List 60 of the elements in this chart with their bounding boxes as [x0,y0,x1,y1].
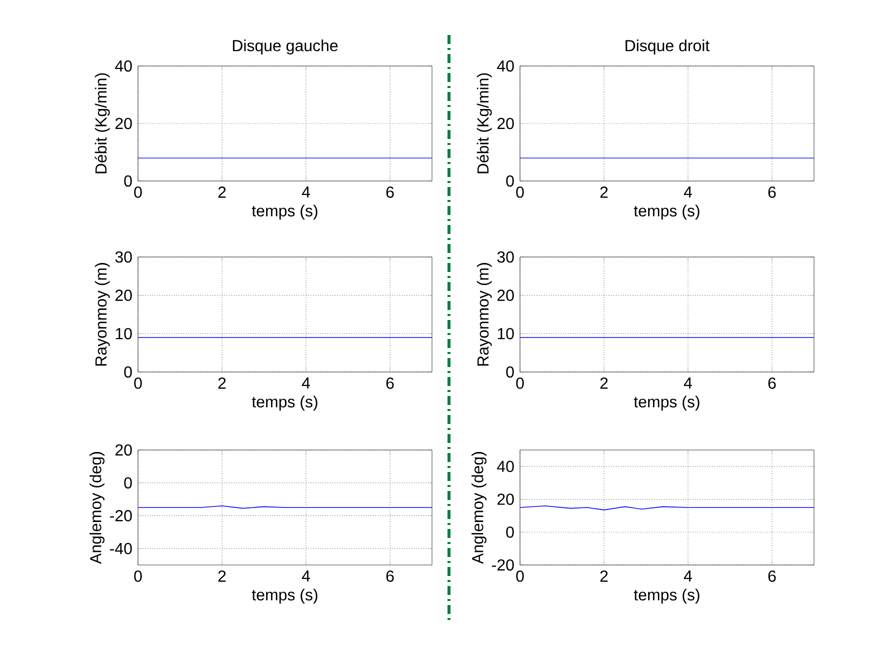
chart-title: Disque droit [626,40,710,54]
x-tick-label: 2 [600,378,608,389]
x-axis-title: temps (s) [252,588,318,604]
x-tick-label: 4 [684,186,692,198]
y-tick-label: 20 [115,444,132,456]
y-tick-label: 10 [498,328,514,340]
y-axis-title: Anglemoy (deg) [90,452,104,564]
chart-title: Disque gauche [232,40,338,54]
y-tick-label: 0 [124,477,132,489]
x-tick-label: 0 [134,186,142,198]
y-tick-label: -20 [110,510,132,522]
y-tick-label: 30 [115,251,132,263]
x-tick-label: 6 [386,570,394,582]
x-tick-label: 0 [516,378,524,389]
x-tick-label: 0 [516,186,524,198]
y-axis-title: Débit (Kg/min) [476,73,492,174]
y-axis-title: Rayonmoy (m) [476,263,492,366]
y-tick-label: 0 [124,175,132,187]
y-tick-label: 40 [115,60,132,72]
x-tick-label: 0 [134,570,142,582]
x-axis-title: temps (s) [634,204,700,220]
x-tick-label: 6 [768,570,776,582]
x-tick-label: 4 [302,186,310,198]
y-tick-label: 20 [497,494,514,505]
x-axis-title: temps (s) [252,204,318,220]
x-tick-label: 6 [768,378,776,389]
x-tick-label: 2 [600,570,608,582]
x-tick-label: 4 [684,570,692,582]
x-tick-label: 2 [218,186,226,198]
y-axis-title: Rayonmoy (m) [94,263,110,366]
y-tick-label: -40 [110,542,132,554]
y-tick-label: 0 [506,526,514,538]
y-tick-label: 40 [497,60,514,72]
x-tick-label: 4 [302,570,310,582]
y-tick-label: 20 [115,118,132,130]
y-tick-label: 0 [124,366,132,378]
y-tick-label: 10 [116,328,132,340]
y-tick-label: 20 [115,290,132,301]
y-tick-label: 20 [497,118,514,130]
x-axis-title: temps (s) [634,588,700,604]
x-tick-label: 0 [516,570,524,582]
y-axis-title: Débit (Kg/min) [94,73,110,174]
x-tick-label: 6 [386,378,394,389]
x-tick-label: 4 [302,378,310,389]
x-tick-label: 6 [768,186,776,198]
x-tick-label: 2 [600,186,608,198]
x-tick-label: 2 [218,570,226,582]
x-axis-title: temps (s) [634,396,700,411]
x-tick-label: 0 [134,378,142,389]
x-tick-label: 4 [684,378,692,389]
y-tick-label: 0 [506,366,514,378]
y-tick-label: 40 [497,460,514,472]
x-axis-title: temps (s) [252,396,318,411]
x-tick-label: 2 [218,378,226,389]
y-tick-label: 20 [497,290,514,301]
y-tick-label: -20 [492,559,514,571]
y-axis-title: Anglemoy (deg) [472,452,486,564]
y-tick-label: 0 [506,175,514,187]
x-tick-label: 6 [386,186,394,198]
y-tick-label: 30 [497,251,514,263]
